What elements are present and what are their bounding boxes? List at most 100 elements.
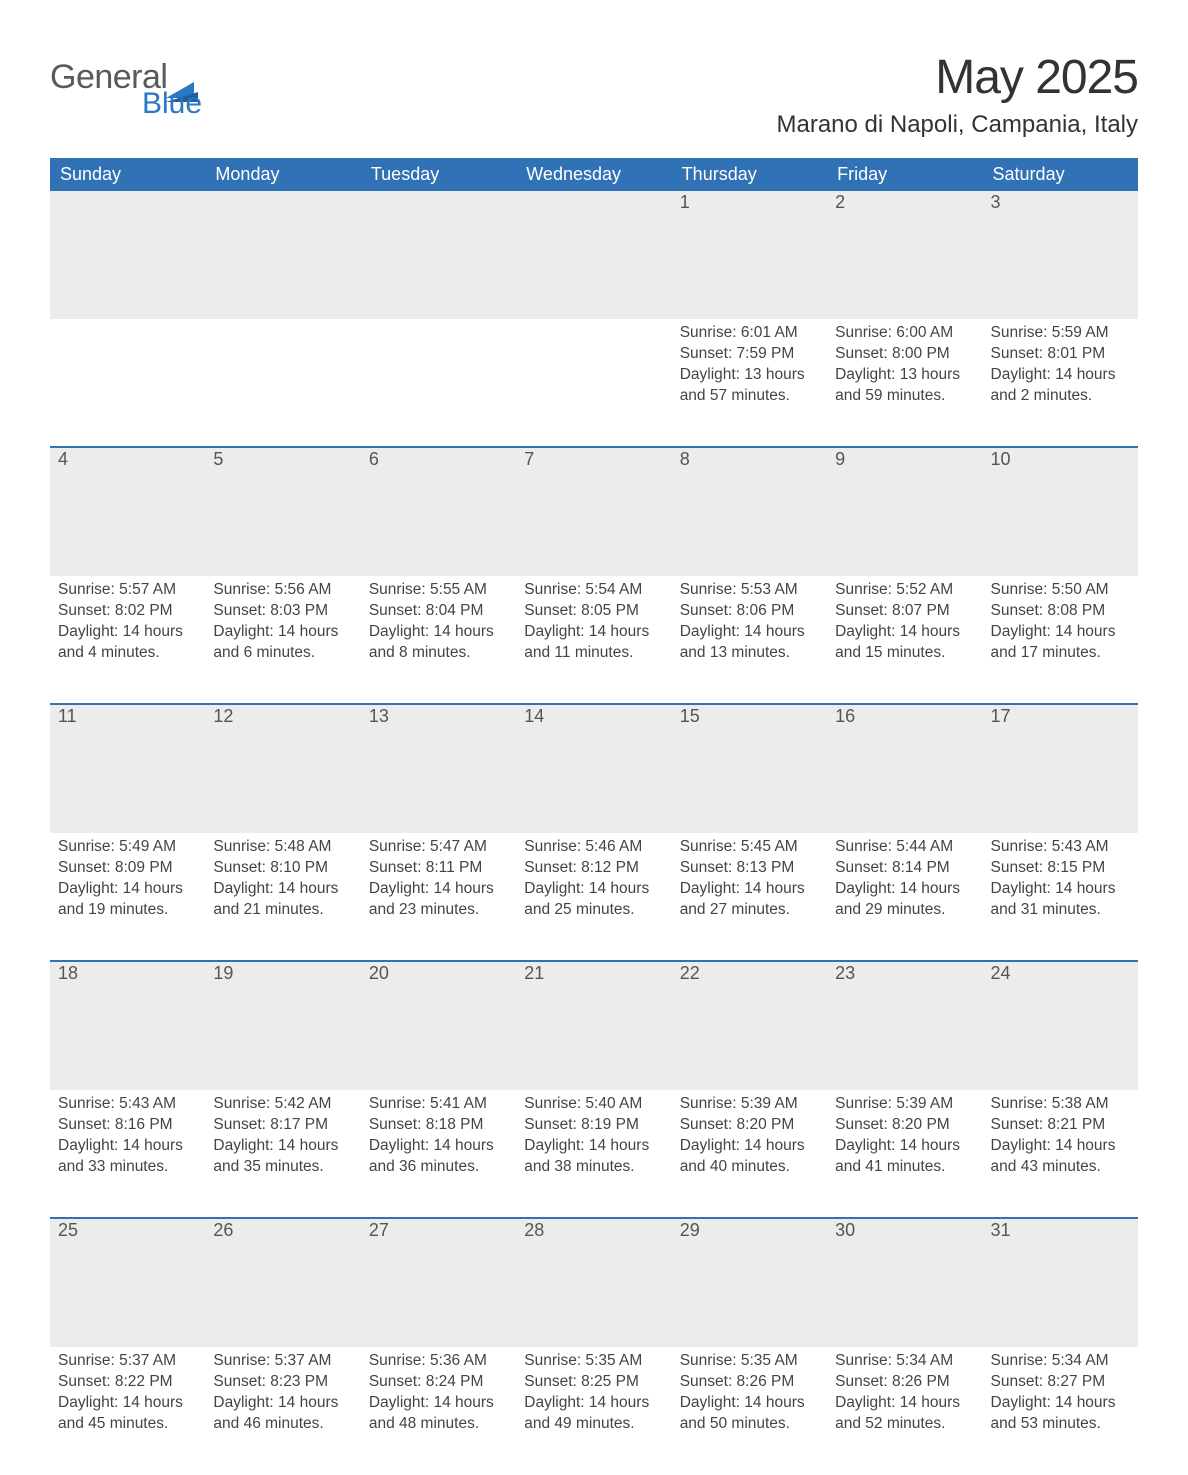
day-cell: Sunrise: 6:01 AMSunset: 7:59 PMDaylight:… [672, 319, 827, 447]
day-details: Sunrise: 5:54 AMSunset: 8:05 PMDaylight:… [524, 576, 663, 664]
day-number: 5 [205, 448, 360, 576]
sunset-line: Sunset: 8:03 PM [213, 601, 352, 622]
sunset-line: Sunset: 8:22 PM [58, 1372, 197, 1393]
day-details: Sunrise: 5:37 AMSunset: 8:23 PMDaylight:… [213, 1347, 352, 1435]
day-number: 20 [361, 962, 516, 1090]
daylight-line: Daylight: 14 hours and 11 minutes. [524, 622, 663, 664]
day-details: Sunrise: 5:42 AMSunset: 8:17 PMDaylight:… [213, 1090, 352, 1178]
weekday-header: Saturday [983, 158, 1138, 191]
day-details: Sunrise: 5:43 AMSunset: 8:16 PMDaylight:… [58, 1090, 197, 1178]
weekday-header: Tuesday [361, 158, 516, 191]
day-cell [205, 319, 360, 447]
daylight-line: Daylight: 14 hours and 36 minutes. [369, 1136, 508, 1178]
day-number: 15 [672, 705, 827, 833]
daylight-line: Daylight: 14 hours and 43 minutes. [991, 1136, 1130, 1178]
title-block: May 2025 Marano di Napoli, Campania, Ita… [776, 50, 1138, 139]
sunset-line: Sunset: 8:25 PM [524, 1372, 663, 1393]
day-cell: Sunrise: 5:47 AMSunset: 8:11 PMDaylight:… [361, 833, 516, 961]
sunset-line: Sunset: 8:12 PM [524, 858, 663, 879]
calendar: SundayMondayTuesdayWednesdayThursdayFrid… [50, 158, 1138, 1475]
sunrise-line: Sunrise: 5:54 AM [524, 580, 663, 601]
day-number: 6 [361, 448, 516, 576]
day-details: Sunrise: 5:43 AMSunset: 8:15 PMDaylight:… [991, 833, 1130, 921]
sunset-line: Sunset: 8:20 PM [835, 1115, 974, 1136]
location: Marano di Napoli, Campania, Italy [776, 111, 1138, 139]
day-details: Sunrise: 5:56 AMSunset: 8:03 PMDaylight:… [213, 576, 352, 664]
day-details: Sunrise: 5:41 AMSunset: 8:18 PMDaylight:… [369, 1090, 508, 1178]
sunrise-line: Sunrise: 5:52 AM [835, 580, 974, 601]
day-number: 16 [827, 705, 982, 833]
daylight-line: Daylight: 14 hours and 6 minutes. [213, 622, 352, 664]
daylight-line: Daylight: 14 hours and 25 minutes. [524, 879, 663, 921]
sunrise-line: Sunrise: 5:35 AM [524, 1351, 663, 1372]
day-details: Sunrise: 5:34 AMSunset: 8:27 PMDaylight:… [991, 1347, 1130, 1435]
day-details: Sunrise: 5:36 AMSunset: 8:24 PMDaylight:… [369, 1347, 508, 1435]
day-number: 28 [516, 1219, 671, 1347]
daylight-line: Daylight: 14 hours and 53 minutes. [991, 1393, 1130, 1435]
day-cell: Sunrise: 5:36 AMSunset: 8:24 PMDaylight:… [361, 1347, 516, 1475]
day-cell: Sunrise: 5:46 AMSunset: 8:12 PMDaylight:… [516, 833, 671, 961]
day-details: Sunrise: 5:46 AMSunset: 8:12 PMDaylight:… [524, 833, 663, 921]
day-details: Sunrise: 5:44 AMSunset: 8:14 PMDaylight:… [835, 833, 974, 921]
sunset-line: Sunset: 8:14 PM [835, 858, 974, 879]
sunset-line: Sunset: 8:10 PM [213, 858, 352, 879]
sunrise-line: Sunrise: 5:41 AM [369, 1094, 508, 1115]
day-number: 3 [983, 191, 1138, 319]
day-cell [361, 319, 516, 447]
sunrise-line: Sunrise: 5:34 AM [991, 1351, 1130, 1372]
daylight-line: Daylight: 14 hours and 46 minutes. [213, 1393, 352, 1435]
day-details: Sunrise: 5:40 AMSunset: 8:19 PMDaylight:… [524, 1090, 663, 1178]
sunset-line: Sunset: 8:24 PM [369, 1372, 508, 1393]
daylight-line: Daylight: 14 hours and 15 minutes. [835, 622, 974, 664]
day-number: 14 [516, 705, 671, 833]
day-details: Sunrise: 5:34 AMSunset: 8:26 PMDaylight:… [835, 1347, 974, 1435]
daylight-line: Daylight: 14 hours and 23 minutes. [369, 879, 508, 921]
day-number: 18 [50, 962, 205, 1090]
day-details: Sunrise: 5:52 AMSunset: 8:07 PMDaylight:… [835, 576, 974, 664]
weekday-header: Sunday [50, 158, 205, 191]
day-details: Sunrise: 5:35 AMSunset: 8:26 PMDaylight:… [680, 1347, 819, 1435]
day-details: Sunrise: 5:37 AMSunset: 8:22 PMDaylight:… [58, 1347, 197, 1435]
sunset-line: Sunset: 8:23 PM [213, 1372, 352, 1393]
sunset-line: Sunset: 8:07 PM [835, 601, 974, 622]
day-cell: Sunrise: 5:34 AMSunset: 8:26 PMDaylight:… [827, 1347, 982, 1475]
week-row: Sunrise: 5:49 AMSunset: 8:09 PMDaylight:… [50, 833, 1138, 961]
day-cell: Sunrise: 5:57 AMSunset: 8:02 PMDaylight:… [50, 576, 205, 704]
daylight-line: Daylight: 14 hours and 31 minutes. [991, 879, 1130, 921]
sunset-line: Sunset: 8:01 PM [991, 344, 1130, 365]
sunset-line: Sunset: 8:27 PM [991, 1372, 1130, 1393]
daylight-line: Daylight: 14 hours and 48 minutes. [369, 1393, 508, 1435]
sunset-line: Sunset: 8:20 PM [680, 1115, 819, 1136]
day-cell: Sunrise: 5:45 AMSunset: 8:13 PMDaylight:… [672, 833, 827, 961]
daylight-line: Daylight: 14 hours and 33 minutes. [58, 1136, 197, 1178]
day-number: 31 [983, 1219, 1138, 1347]
day-number: 1 [672, 191, 827, 319]
day-cell: Sunrise: 5:49 AMSunset: 8:09 PMDaylight:… [50, 833, 205, 961]
sunset-line: Sunset: 8:19 PM [524, 1115, 663, 1136]
sunset-line: Sunset: 8:17 PM [213, 1115, 352, 1136]
sunrise-line: Sunrise: 5:56 AM [213, 580, 352, 601]
sunset-line: Sunset: 7:59 PM [680, 344, 819, 365]
day-details: Sunrise: 5:49 AMSunset: 8:09 PMDaylight:… [58, 833, 197, 921]
sunset-line: Sunset: 8:15 PM [991, 858, 1130, 879]
day-details: Sunrise: 5:45 AMSunset: 8:13 PMDaylight:… [680, 833, 819, 921]
day-cell: Sunrise: 5:50 AMSunset: 8:08 PMDaylight:… [983, 576, 1138, 704]
day-details: Sunrise: 5:39 AMSunset: 8:20 PMDaylight:… [680, 1090, 819, 1178]
week-row: Sunrise: 5:57 AMSunset: 8:02 PMDaylight:… [50, 576, 1138, 704]
day-cell: Sunrise: 6:00 AMSunset: 8:00 PMDaylight:… [827, 319, 982, 447]
day-number [50, 191, 205, 319]
sunset-line: Sunset: 8:06 PM [680, 601, 819, 622]
day-cell: Sunrise: 5:37 AMSunset: 8:22 PMDaylight:… [50, 1347, 205, 1475]
day-cell: Sunrise: 5:38 AMSunset: 8:21 PMDaylight:… [983, 1090, 1138, 1218]
daylight-line: Daylight: 14 hours and 49 minutes. [524, 1393, 663, 1435]
day-number: 13 [361, 705, 516, 833]
page: General Blue May 2025 Marano di Napoli, … [0, 0, 1188, 918]
daylight-line: Daylight: 14 hours and 19 minutes. [58, 879, 197, 921]
daynum-row: 25262728293031 [50, 1219, 1138, 1347]
day-details: Sunrise: 5:53 AMSunset: 8:06 PMDaylight:… [680, 576, 819, 664]
daylight-line: Daylight: 14 hours and 45 minutes. [58, 1393, 197, 1435]
day-details: Sunrise: 5:48 AMSunset: 8:10 PMDaylight:… [213, 833, 352, 921]
day-number: 12 [205, 705, 360, 833]
day-cell: Sunrise: 5:43 AMSunset: 8:16 PMDaylight:… [50, 1090, 205, 1218]
day-number: 27 [361, 1219, 516, 1347]
